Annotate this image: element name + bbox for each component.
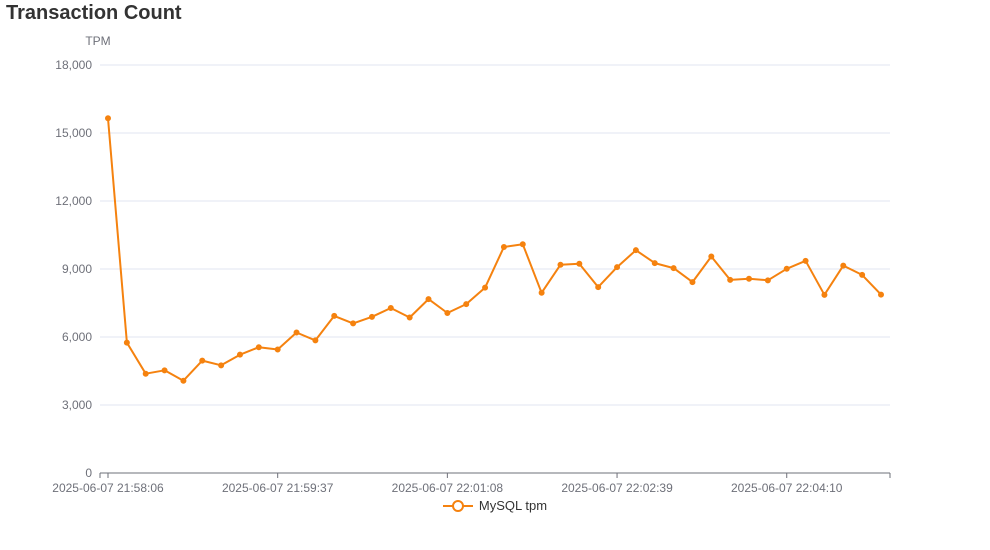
x-tick-label: 2025-06-07 22:04:10 bbox=[731, 481, 843, 495]
x-axis: 2025-06-07 21:58:06 2025-06-07 21:59:37 20… bbox=[52, 472, 891, 495]
legend-line-circle-icon bbox=[442, 499, 473, 512]
data-point[interactable] bbox=[387, 304, 394, 311]
data-point[interactable] bbox=[878, 291, 884, 298]
data-point[interactable] bbox=[368, 313, 375, 320]
data-point[interactable] bbox=[576, 260, 583, 267]
series-layer bbox=[105, 115, 884, 384]
legend-label: MySQL tpm bbox=[478, 498, 548, 513]
data-point[interactable] bbox=[764, 277, 771, 284]
data-point[interactable] bbox=[425, 296, 432, 303]
data-point[interactable] bbox=[802, 257, 809, 264]
y-axis-ticks: 0 3,000 6,000 9,000 12,000 15,000 18,000 bbox=[55, 58, 92, 480]
data-point[interactable] bbox=[293, 329, 300, 336]
data-point[interactable] bbox=[670, 265, 677, 272]
data-point[interactable] bbox=[161, 367, 168, 374]
series-line bbox=[107, 118, 882, 382]
data-point[interactable] bbox=[142, 370, 149, 377]
data-point[interactable] bbox=[821, 291, 828, 298]
data-point[interactable] bbox=[727, 276, 734, 283]
x-tick-label: 2025-06-07 21:59:37 bbox=[222, 481, 334, 495]
data-point[interactable] bbox=[746, 275, 753, 282]
data-point[interactable] bbox=[651, 260, 658, 267]
data-point[interactable] bbox=[689, 279, 696, 286]
y-tick-label: 12,000 bbox=[55, 194, 92, 208]
data-point[interactable] bbox=[105, 115, 111, 122]
gridlines bbox=[100, 64, 890, 406]
data-point[interactable] bbox=[500, 244, 507, 251]
data-point[interactable] bbox=[255, 344, 262, 351]
data-point[interactable] bbox=[519, 241, 526, 248]
data-point[interactable] bbox=[199, 357, 206, 364]
data-point[interactable] bbox=[312, 337, 319, 344]
data-point[interactable] bbox=[331, 312, 338, 319]
data-point[interactable] bbox=[783, 265, 790, 272]
data-point[interactable] bbox=[859, 271, 866, 278]
data-point[interactable] bbox=[274, 346, 281, 353]
data-point[interactable] bbox=[180, 377, 187, 384]
data-point[interactable] bbox=[350, 320, 357, 327]
data-point[interactable] bbox=[236, 351, 243, 358]
data-point[interactable] bbox=[463, 301, 470, 308]
x-tick-label: 2025-06-07 21:58:06 bbox=[52, 481, 164, 495]
data-point[interactable] bbox=[218, 362, 225, 369]
data-point[interactable] bbox=[632, 247, 639, 254]
legend[interactable]: MySQL tpm bbox=[0, 498, 990, 513]
y-tick-label: 3,000 bbox=[62, 398, 92, 412]
data-point[interactable] bbox=[482, 284, 489, 291]
data-point[interactable] bbox=[708, 253, 715, 260]
data-point[interactable] bbox=[538, 289, 545, 296]
x-tick-label: 2025-06-07 22:01:08 bbox=[392, 481, 504, 495]
data-point[interactable] bbox=[123, 339, 130, 346]
data-point[interactable] bbox=[595, 284, 602, 291]
chart-title: Transaction Count bbox=[6, 2, 182, 24]
y-tick-label: 9,000 bbox=[62, 262, 92, 276]
y-axis-unit-label: TPM bbox=[85, 34, 110, 48]
data-point[interactable] bbox=[444, 309, 451, 316]
data-point[interactable] bbox=[840, 262, 847, 269]
y-tick-label: 0 bbox=[85, 466, 92, 480]
y-tick-label: 15,000 bbox=[55, 126, 92, 140]
y-tick-label: 18,000 bbox=[55, 58, 92, 72]
x-tick-label: 2025-06-07 22:02:39 bbox=[561, 481, 673, 495]
data-point[interactable] bbox=[614, 264, 621, 271]
data-point[interactable] bbox=[406, 314, 413, 321]
y-tick-label: 6,000 bbox=[62, 330, 92, 344]
data-point[interactable] bbox=[557, 261, 564, 268]
